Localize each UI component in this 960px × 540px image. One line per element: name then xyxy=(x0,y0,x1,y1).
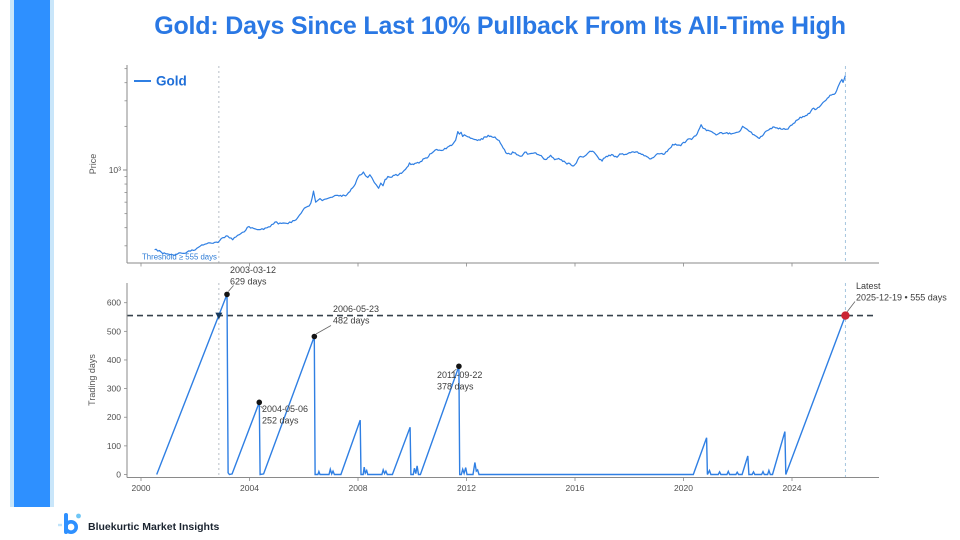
peak-point-marker xyxy=(311,333,318,340)
annotation-label: 2025-12-19 • 555 days xyxy=(856,293,947,303)
streak-axis-title: Trading days xyxy=(87,354,97,406)
annotation-label: 629 days xyxy=(230,277,267,287)
streak-xtick-label: 2000 xyxy=(132,483,151,493)
bluekurtic-logo-icon xyxy=(58,512,84,540)
annotation-label: 482 days xyxy=(333,316,370,326)
peak-point-marker xyxy=(456,363,462,370)
threshold-cross-marker xyxy=(215,312,223,320)
annotation-label: 252 days xyxy=(262,416,299,426)
price-ytick-label: 10³ xyxy=(109,165,121,175)
streak-ytick-label: 0 xyxy=(116,470,121,480)
streak-xtick-label: 2004 xyxy=(240,483,259,493)
streak-xtick-label: 2016 xyxy=(566,483,585,493)
gold-price-line xyxy=(154,75,846,256)
annotation-leader xyxy=(450,368,457,374)
annotation-label: 2003-03-12 xyxy=(230,265,276,275)
annotation-label: 378 days xyxy=(437,382,474,392)
annotation-label: 2011-09-22 xyxy=(437,370,482,380)
streak-xtick-label: 2012 xyxy=(457,483,476,493)
legend-label-gold: Gold xyxy=(156,74,187,89)
brand-name: Bluekurtic Market Insights xyxy=(88,520,220,533)
annotation-leader xyxy=(260,405,264,410)
streak-xtick-label: 2008 xyxy=(349,483,368,493)
price-axis-title: Price xyxy=(88,154,98,175)
annotation-label: 2004-05-06 xyxy=(262,404,308,414)
annotation-leader xyxy=(315,325,332,335)
streak-ytick-label: 100 xyxy=(107,441,121,451)
brand-footer: Bluekurtic Market Insights xyxy=(58,512,219,540)
streak-ytick-label: 400 xyxy=(107,355,121,365)
streak-line xyxy=(156,294,847,476)
annotation-label: Latest xyxy=(856,281,881,291)
streak-ytick-label: 500 xyxy=(107,326,121,336)
streak-ytick-label: 200 xyxy=(107,412,121,422)
streak-ytick-label: 300 xyxy=(107,384,121,394)
annotation-leader xyxy=(227,285,234,292)
streak-xtick-label: 2024 xyxy=(783,483,802,493)
peak-point-marker xyxy=(256,399,263,406)
threshold-note: Threshold ≥ 555 days xyxy=(142,253,217,262)
streak-xtick-label: 2020 xyxy=(674,483,693,493)
page-title: Gold: Days Since Last 10% Pullback From … xyxy=(154,12,846,40)
peak-point-marker xyxy=(224,291,230,298)
annotation-label: 2006-05-23 xyxy=(333,304,379,314)
brand-accent-bar xyxy=(10,0,54,507)
annotation-leader xyxy=(846,301,856,313)
latest-point-marker xyxy=(841,311,850,320)
streak-ytick-label: 600 xyxy=(107,298,121,308)
